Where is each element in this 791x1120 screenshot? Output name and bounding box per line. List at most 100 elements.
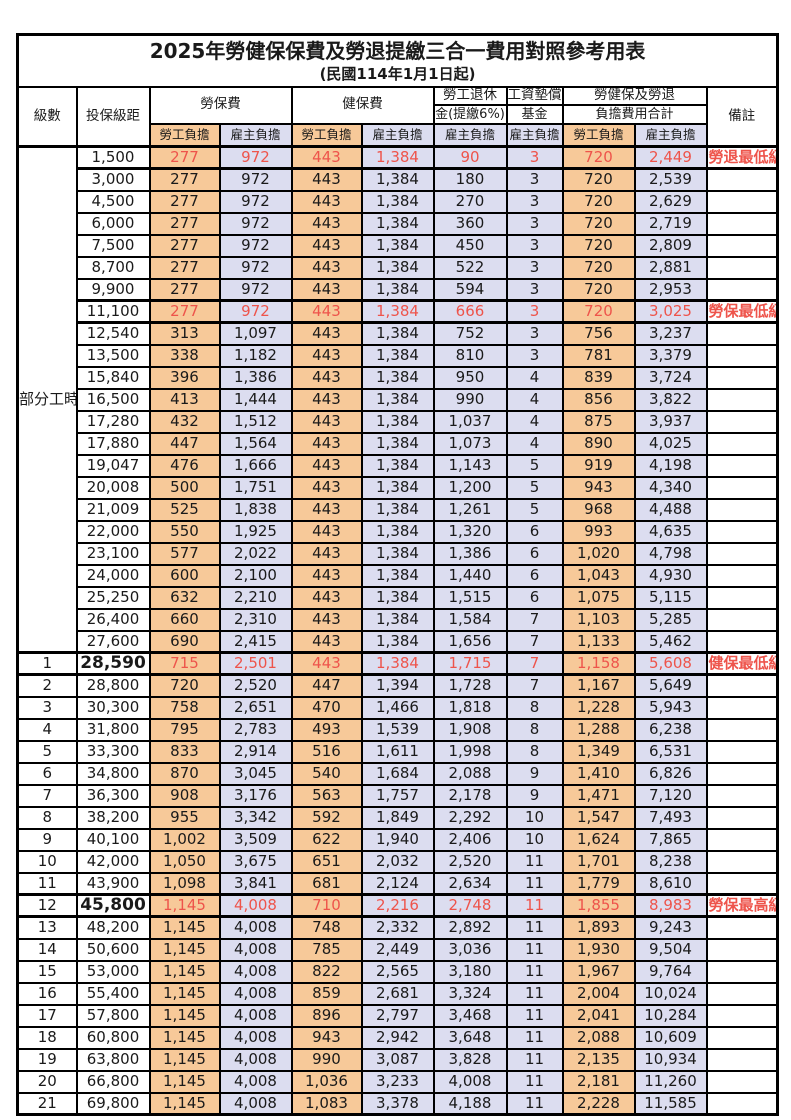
labor-fee-employee-cell: 1,145 [148,1047,221,1072]
level-group-cell: 部分工時 [16,145,78,654]
bracket-cell: 50,600 [75,937,151,962]
level-cell: 12 [16,893,78,918]
health-fee-employer-cell: 1,384 [360,321,435,346]
remark-cell [705,717,779,742]
remark-cell [705,827,779,852]
labor-fee-employee-cell: 1,145 [148,915,221,940]
fee-comparison-table: 2025年勞健保保費及勞退提繳三合一費用對照參考用表 (民國114年1月1日起)… [16,33,780,1116]
header-wage-fund-bottom: 基金 [505,103,564,125]
total-employer-cell: 2,881 [633,255,708,280]
labor-fee-employer-cell: 4,008 [218,959,293,984]
total-employee-cell: 1,701 [561,849,636,874]
total-employee-cell: 1,471 [561,783,636,808]
total-employer-cell: 2,449 [633,145,708,170]
header-remark: 備註 [705,85,779,148]
table-row: 12 45,800 1,145 4,008 710 2,216 2,748 11 1,855 8,… [16,893,779,918]
bracket-cell: 38,200 [75,805,151,830]
level-cell: 10 [16,849,78,874]
bracket-cell: 12,540 [75,321,151,346]
bracket-cell: 15,840 [75,365,151,390]
total-employee-cell: 2,088 [561,1025,636,1050]
health-fee-employee-cell: 443 [290,145,363,170]
wage-fund-employer-cell: 4 [505,431,564,456]
header-wage-fund-top: 工資墊償 [505,85,564,106]
total-employer-cell: 10,934 [633,1047,708,1072]
bracket-cell: 23,100 [75,541,151,566]
subheader-labor-employer: 雇主負擔 [218,122,293,148]
labor-fee-employer-cell: 2,914 [218,739,293,764]
table-body: 部分工時1,5002779724431,3849037202,449勞退最低級距… [16,145,779,1116]
total-employer-cell: 10,609 [633,1025,708,1050]
total-employee-cell: 720 [561,167,636,192]
remark-cell [705,211,779,236]
labor-fee-employer-cell: 972 [218,233,293,258]
labor-fee-employee-cell: 277 [148,145,221,170]
wage-fund-employer-cell: 11 [505,915,564,940]
header-pension-top: 勞工退休 [432,85,508,106]
wage-fund-employer-cell: 11 [505,937,564,962]
level-cell: 9 [16,827,78,852]
labor-fee-employer-cell: 1,564 [218,431,293,456]
wage-fund-employer-cell: 3 [505,343,564,368]
table-row: 8 38,200 955 3,342 592 1,849 2,292 10 1,547 7,493 [16,805,779,830]
remark-cell [705,189,779,214]
pension-employer-cell: 3,180 [432,959,508,984]
labor-fee-employer-cell: 3,509 [218,827,293,852]
pension-employer-cell: 360 [432,211,508,236]
header-bracket: 投保級距 [75,85,151,148]
remark-cell [705,387,779,412]
remark-cell [705,343,779,368]
total-employee-cell: 1,103 [561,607,636,632]
bracket-cell: 28,800 [75,673,151,698]
total-employer-cell: 10,284 [633,1003,708,1028]
wage-fund-employer-cell: 8 [505,739,564,764]
table-row: 21,009 525 1,838 443 1,384 1,261 5 968 4,488 [18,497,779,522]
total-employer-cell: 5,608 [633,651,708,676]
pension-employer-cell: 2,406 [432,827,508,852]
remark-cell [705,673,779,698]
health-fee-employee-cell: 592 [290,805,363,830]
labor-fee-employer-cell: 3,342 [218,805,293,830]
table-row: 10 42,000 1,050 3,675 651 2,032 2,520 11 1,701 8,… [16,849,779,874]
total-employee-cell: 720 [561,255,636,280]
health-fee-employee-cell: 622 [290,827,363,852]
total-employer-cell: 5,115 [633,585,708,610]
wage-fund-employer-cell: 6 [505,563,564,588]
bracket-cell: 30,300 [75,695,151,720]
bracket-cell: 11,100 [75,299,151,324]
pension-employer-cell: 450 [432,233,508,258]
wage-fund-employer-cell: 7 [505,673,564,698]
health-fee-employer-cell: 1,384 [360,651,435,676]
wage-fund-employer-cell: 9 [505,783,564,808]
bracket-cell: 69,800 [75,1091,151,1116]
labor-fee-employee-cell: 277 [148,211,221,236]
health-fee-employee-cell: 710 [290,893,363,918]
remark-cell [705,1025,779,1050]
wage-fund-employer-cell: 8 [505,695,564,720]
total-employer-cell: 6,531 [633,739,708,764]
remark-cell [705,497,779,522]
level-cell: 11 [16,871,78,896]
health-fee-employee-cell: 443 [290,475,363,500]
total-employer-cell: 9,504 [633,937,708,962]
total-employee-cell: 720 [561,145,636,170]
table-row: 1 28,590 715 2,501 443 1,384 1,715 7 1,158 5,608 健… [16,651,779,676]
remark-cell [705,959,779,984]
wage-fund-employer-cell: 3 [505,299,564,324]
health-fee-employee-cell: 896 [290,1003,363,1028]
total-employer-cell: 9,764 [633,959,708,984]
labor-fee-employee-cell: 277 [148,277,221,302]
table-row: 4 31,800 795 2,783 493 1,539 1,908 8 1,288 6,238 [16,717,779,742]
pension-employer-cell: 1,200 [432,475,508,500]
bracket-cell: 19,047 [75,453,151,478]
total-employer-cell: 4,930 [633,563,708,588]
wage-fund-employer-cell: 7 [505,607,564,632]
remark-cell [705,981,779,1006]
pension-employer-cell: 1,261 [432,497,508,522]
total-employee-cell: 856 [561,387,636,412]
pension-employer-cell: 522 [432,255,508,280]
pension-employer-cell: 1,440 [432,563,508,588]
health-fee-employee-cell: 443 [290,541,363,566]
level-cell: 3 [16,695,78,720]
subheader-total-employee: 勞工負擔 [561,122,636,148]
